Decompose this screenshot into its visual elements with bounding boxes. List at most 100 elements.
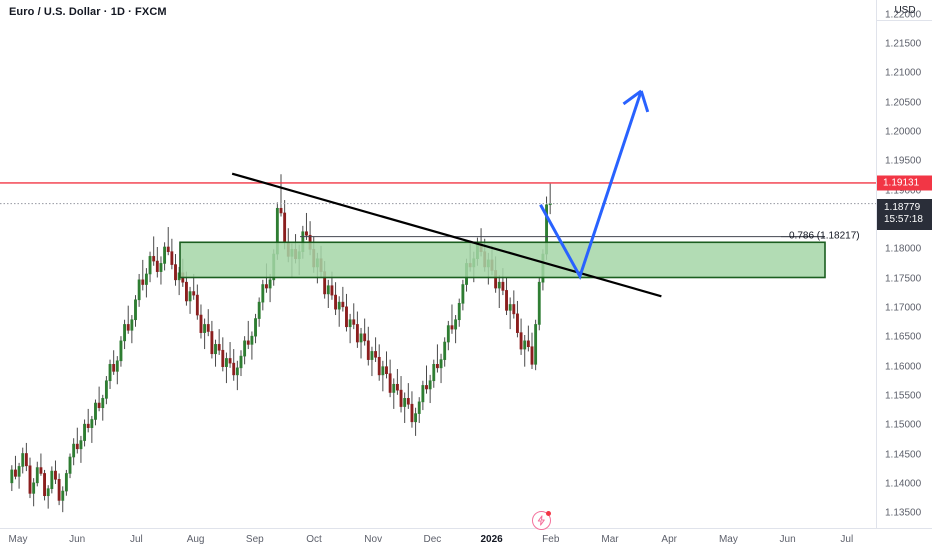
candle-body [214,344,217,355]
candle-body [14,469,17,477]
projection-arrow-head-1[interactable] [639,90,650,113]
candle-body [152,256,156,262]
candle-body [377,356,381,376]
candle-body [519,332,523,350]
price-axis[interactable]: USD 1.22000 1.21500 1.21000 1.20500 1.20000 1… [876,0,932,528]
candle-body [64,473,68,492]
time-axis-tick: Dec [423,534,442,545]
candle-body [17,466,21,477]
candle-body [403,398,407,407]
notification-dot-icon [546,511,551,516]
candle-body [421,385,425,403]
candle-body [10,469,14,484]
candle-body [461,284,465,304]
candle-body [170,251,174,265]
candle-body [54,470,57,480]
candle-body [199,314,203,333]
projection-arrow-head-2[interactable] [622,89,643,106]
candle-body [363,333,367,342]
candle-body [90,419,94,428]
candle-body [134,299,137,321]
candle-body [508,304,512,311]
candle-body [348,319,352,328]
chart-plot-area[interactable] [0,0,876,528]
candle-body [265,284,268,289]
candle-body [443,341,447,360]
candle-body [188,291,192,302]
chart-title: Euro / U.S. Dollar · 1D · FXCM [9,6,167,18]
candle-body [32,482,36,494]
candle-body [374,351,378,358]
candle-body [57,479,61,501]
candle-body [72,443,76,458]
candle-body [68,456,72,474]
candle-body [43,473,46,497]
candle-body [417,401,421,414]
candle-body [24,453,28,467]
candle-body [425,385,428,390]
candle-body [512,304,516,315]
candle-body [355,324,359,343]
candle-body [86,423,90,428]
lightning-bolt-glyph [537,515,545,526]
candle-body [94,402,97,420]
candle-body [250,335,254,345]
last-price-tag: 1.19131 [877,175,932,191]
candle-body [428,380,432,390]
candle-body [239,355,243,369]
price-axis-tick: 1.16500 [885,331,922,343]
candle-body [345,306,348,328]
candle-body [388,373,392,393]
candle-body [366,340,370,360]
candle-body [217,344,221,351]
candle-body [115,360,119,372]
candle-body [243,340,247,357]
candle-body [28,465,32,494]
price-axis-currency: USD [877,0,932,21]
candle-body [254,318,257,337]
candle-body [435,364,439,369]
candle-body [268,279,272,289]
price-axis-tick: 1.19500 [885,155,922,167]
price-axis-tick: 1.15000 [885,419,922,431]
candle-body [352,319,356,325]
candle-body [137,279,141,301]
candle-body [523,340,527,350]
candle-body [334,294,338,310]
candle-body [454,319,458,330]
flash-icon[interactable] [532,511,551,530]
candle-body [395,383,399,391]
crosshair-time-value: 15:57:18 [884,213,923,225]
price-axis-tick: 1.17500 [885,273,922,285]
candle-body [39,467,43,474]
time-axis-tick: Jun [69,534,86,545]
candle-body [406,398,410,405]
candle-body [432,364,436,382]
candle-body [450,325,454,330]
price-axis-tick: 1.21500 [885,38,922,50]
candle-body [283,212,287,243]
descending-trendline[interactable] [231,172,662,298]
candle-body [337,301,341,310]
price-axis-tick: 1.14000 [885,478,922,490]
candle-body [235,367,239,376]
time-axis-tick: Sep [245,534,264,545]
candle-body [225,358,228,367]
candle-body [392,383,396,393]
candle-body [261,284,265,303]
drawings-layer [0,89,876,298]
time-axis-tick: May [8,534,28,545]
candle-body [326,285,330,295]
price-axis-tick: 1.14500 [885,449,922,461]
candlestick-series [10,174,552,513]
candle-body [534,324,538,365]
time-axis[interactable]: May Jun Jul Aug Sep Oct Nov Dec 2026 Feb Mar Apr May… [0,528,932,550]
time-axis-tick: Jul [129,534,143,545]
time-axis-tick: Jul [840,534,854,545]
candle-body [126,324,130,331]
candle-body [414,413,418,423]
candle-body [119,340,123,362]
supply-demand-zone[interactable] [179,241,826,279]
projection-arrow[interactable] [539,90,643,281]
time-axis-tick: Apr [661,534,677,545]
